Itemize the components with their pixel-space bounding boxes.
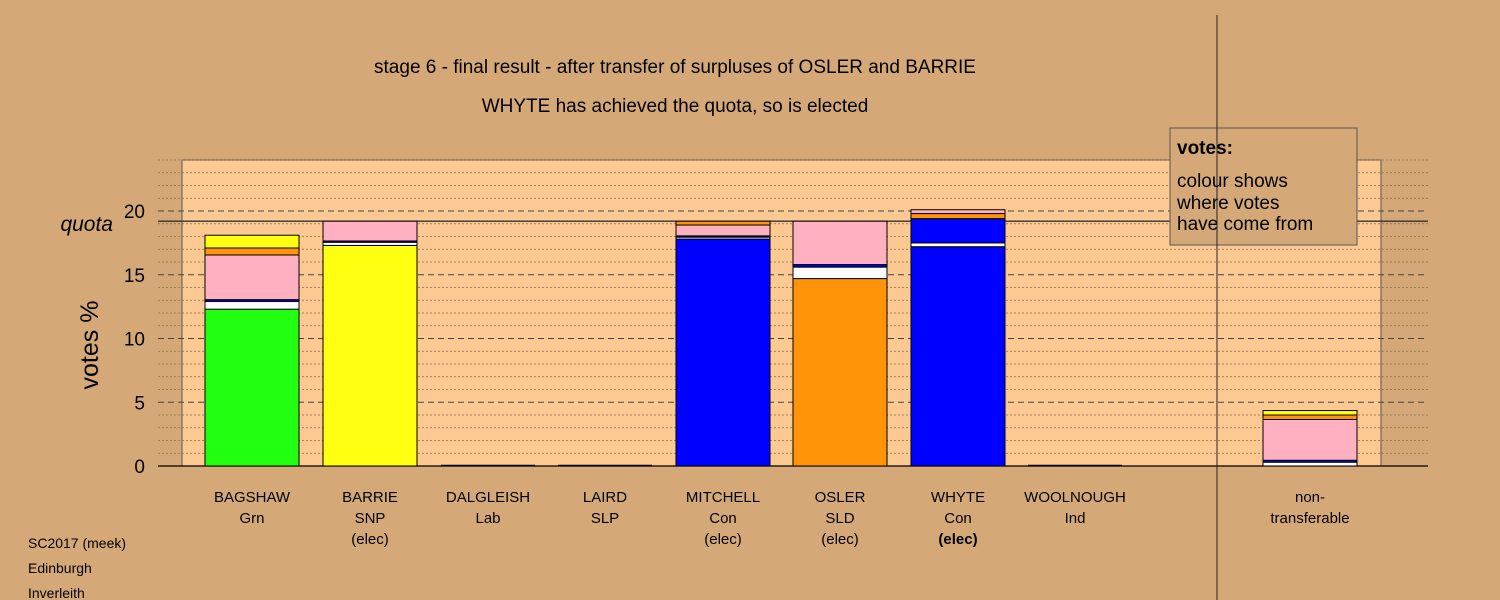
bar-segment xyxy=(322,220,418,242)
bar-segment xyxy=(1262,410,1358,416)
bar-segment xyxy=(1262,461,1358,467)
bar-segment xyxy=(910,242,1006,248)
y-tick-label: 0 xyxy=(134,457,145,478)
bar-segment xyxy=(792,220,888,266)
bar-segment xyxy=(910,218,1006,244)
y-tick-label: 5 xyxy=(134,393,145,414)
legend-heading: votes: xyxy=(1177,138,1233,159)
bar-segment xyxy=(204,247,300,256)
candidate-status: (elec) xyxy=(704,531,742,548)
candidate-party: SLD xyxy=(825,510,854,527)
nontransferable-label: transferable xyxy=(1270,510,1349,527)
candidate-party: Con xyxy=(709,510,737,527)
bar-segment xyxy=(792,278,888,467)
bar-segment xyxy=(910,246,1006,467)
candidate-party: Lab xyxy=(475,510,500,527)
bar-segment xyxy=(204,254,300,301)
bar-segment xyxy=(322,244,418,467)
quota-label: quota xyxy=(60,213,113,236)
candidate-name: BARRIE xyxy=(342,489,398,506)
bar-segment xyxy=(910,213,1006,220)
footer-line: SC2017 (meek) xyxy=(28,535,126,551)
bar-segment xyxy=(910,209,1006,215)
bar-segment xyxy=(792,266,888,280)
bar-segment xyxy=(675,224,771,237)
bar-segment xyxy=(675,220,771,226)
y-tick-label: 10 xyxy=(124,330,145,351)
y-axis-label: votes % xyxy=(76,301,104,390)
bar-segment xyxy=(204,234,300,249)
candidate-name: BAGSHAW xyxy=(214,489,291,506)
chart-title: stage 6 - final result - after transfer … xyxy=(374,57,976,78)
candidate-party: Con xyxy=(944,510,972,527)
candidate-party: SLP xyxy=(591,510,619,527)
legend-line: colour shows xyxy=(1177,171,1288,192)
y-tick-label: 15 xyxy=(124,266,145,287)
candidate-name: WOOLNOUGH xyxy=(1024,489,1126,506)
candidate-party: SNP xyxy=(355,510,386,527)
chart-subtitle: WHYTE has achieved the quota, so is elec… xyxy=(482,96,869,117)
legend-line: have come from xyxy=(1177,214,1313,235)
bar-segment xyxy=(204,301,300,310)
candidate-status: (elec) xyxy=(821,531,859,548)
candidate-status: (elec) xyxy=(938,531,977,548)
candidate-party: Ind xyxy=(1065,510,1086,527)
y-tick-label: 20 xyxy=(124,202,145,223)
candidate-status: (elec) xyxy=(351,531,389,548)
nontransferable-label: non- xyxy=(1295,489,1325,506)
footer-line: Inverleith xyxy=(28,585,85,600)
bar-segment xyxy=(204,308,300,467)
candidate-name: WHYTE xyxy=(931,489,985,506)
legend-box xyxy=(1169,127,1358,246)
bar-segment xyxy=(675,238,771,467)
footer-line: Edinburgh xyxy=(28,560,92,576)
bar-segment xyxy=(1262,414,1358,420)
legend-line: where votes xyxy=(1176,193,1279,214)
candidate-name: MITCHELL xyxy=(686,489,760,506)
candidate-name: OSLER xyxy=(815,489,866,506)
candidate-party: Grn xyxy=(239,510,264,527)
legend: votes: colour shows where votes have com… xyxy=(1169,127,1358,246)
candidate-name: LAIRD xyxy=(583,489,627,506)
bar-segment xyxy=(1262,418,1358,461)
candidate-name: DALGLEISH xyxy=(446,489,530,506)
